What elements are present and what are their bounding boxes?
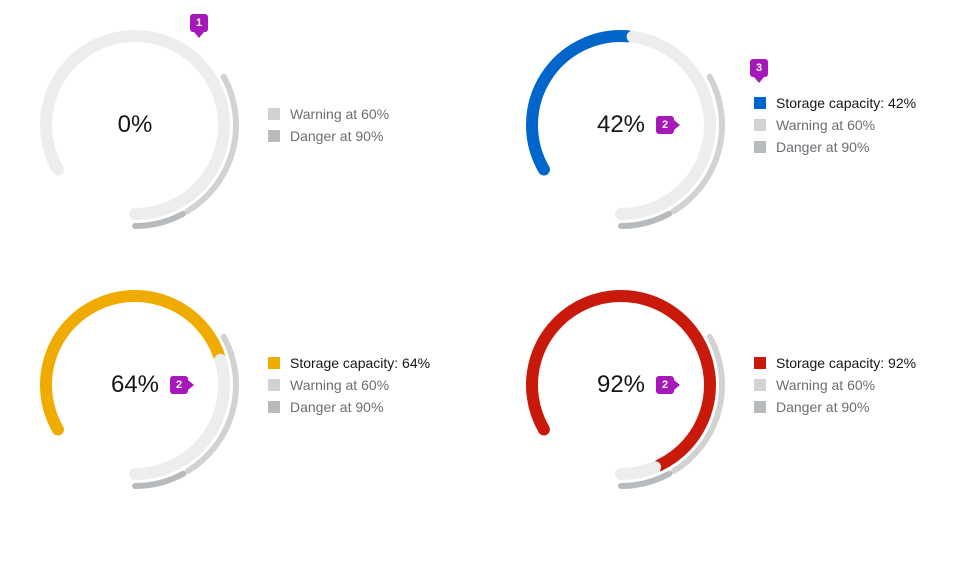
donut-panel-92pct: 92% 2 Storage capacity: 92% Warning at 6… bbox=[516, 280, 942, 490]
donut-legend: Storage capacity: 64% Warning at 60% Dan… bbox=[268, 349, 430, 421]
swatch-icon bbox=[268, 108, 280, 120]
swatch-icon bbox=[754, 357, 766, 369]
donut-legend: 3 Storage capacity: 42% Warning at 60% D… bbox=[754, 89, 916, 161]
swatch-icon bbox=[268, 379, 280, 391]
donut-panel-64pct: 64% 2 Storage capacity: 64% Warning at 6… bbox=[30, 280, 456, 490]
swatch-icon bbox=[754, 401, 766, 413]
legend-item-warning[interactable]: Warning at 60% bbox=[268, 106, 389, 122]
legend-label: Warning at 60% bbox=[776, 117, 875, 133]
donut-grid: 0% 1 Warning at 60% Danger at 90% 42% 2 … bbox=[30, 20, 942, 490]
donut-chart: 0% 1 bbox=[30, 20, 240, 230]
legend-item-capacity[interactable]: Storage capacity: 64% bbox=[268, 355, 430, 371]
donut-panel-42pct: 42% 2 3 Storage capacity: 42% Warning at… bbox=[516, 20, 942, 230]
legend-label: Warning at 60% bbox=[290, 106, 389, 122]
annotation-marker: 1 bbox=[190, 14, 208, 32]
legend-label: Storage capacity: 64% bbox=[290, 355, 430, 371]
donut-chart: 42% 2 bbox=[516, 20, 726, 230]
donut-center-value: 64% bbox=[30, 280, 240, 490]
legend-item-warning[interactable]: Warning at 60% bbox=[754, 377, 916, 393]
legend-item-danger[interactable]: Danger at 90% bbox=[268, 399, 430, 415]
swatch-icon bbox=[754, 97, 766, 109]
legend-item-danger[interactable]: Danger at 90% bbox=[754, 399, 916, 415]
legend-item-capacity[interactable]: Storage capacity: 92% bbox=[754, 355, 916, 371]
swatch-icon bbox=[754, 119, 766, 131]
swatch-icon bbox=[268, 401, 280, 413]
legend-item-warning[interactable]: Warning at 60% bbox=[754, 117, 916, 133]
legend-label: Danger at 90% bbox=[776, 139, 869, 155]
legend-label: Danger at 90% bbox=[776, 399, 869, 415]
swatch-icon bbox=[754, 141, 766, 153]
donut-center-value: 92% bbox=[516, 280, 726, 490]
annotation-marker: 2 bbox=[170, 376, 188, 394]
donut-legend: Warning at 60% Danger at 90% bbox=[268, 100, 389, 150]
donut-center-value: 42% bbox=[516, 20, 726, 230]
swatch-icon bbox=[268, 357, 280, 369]
swatch-icon bbox=[754, 379, 766, 391]
annotation-marker: 2 bbox=[656, 116, 674, 134]
legend-label: Danger at 90% bbox=[290, 399, 383, 415]
donut-legend: Storage capacity: 92% Warning at 60% Dan… bbox=[754, 349, 916, 421]
legend-item-warning[interactable]: Warning at 60% bbox=[268, 377, 430, 393]
donut-chart: 64% 2 bbox=[30, 280, 240, 490]
legend-label: Storage capacity: 42% bbox=[776, 95, 916, 111]
legend-label: Storage capacity: 92% bbox=[776, 355, 916, 371]
swatch-icon bbox=[268, 130, 280, 142]
legend-item-capacity[interactable]: Storage capacity: 42% bbox=[754, 95, 916, 111]
donut-chart: 92% 2 bbox=[516, 280, 726, 490]
legend-label: Warning at 60% bbox=[776, 377, 875, 393]
legend-label: Warning at 60% bbox=[290, 377, 389, 393]
donut-panel-0pct: 0% 1 Warning at 60% Danger at 90% bbox=[30, 20, 456, 230]
annotation-marker: 2 bbox=[656, 376, 674, 394]
legend-label: Danger at 90% bbox=[290, 128, 383, 144]
legend-item-danger[interactable]: Danger at 90% bbox=[268, 128, 389, 144]
legend-item-danger[interactable]: Danger at 90% bbox=[754, 139, 916, 155]
donut-center-value: 0% bbox=[30, 20, 240, 230]
annotation-marker: 3 bbox=[750, 59, 768, 77]
